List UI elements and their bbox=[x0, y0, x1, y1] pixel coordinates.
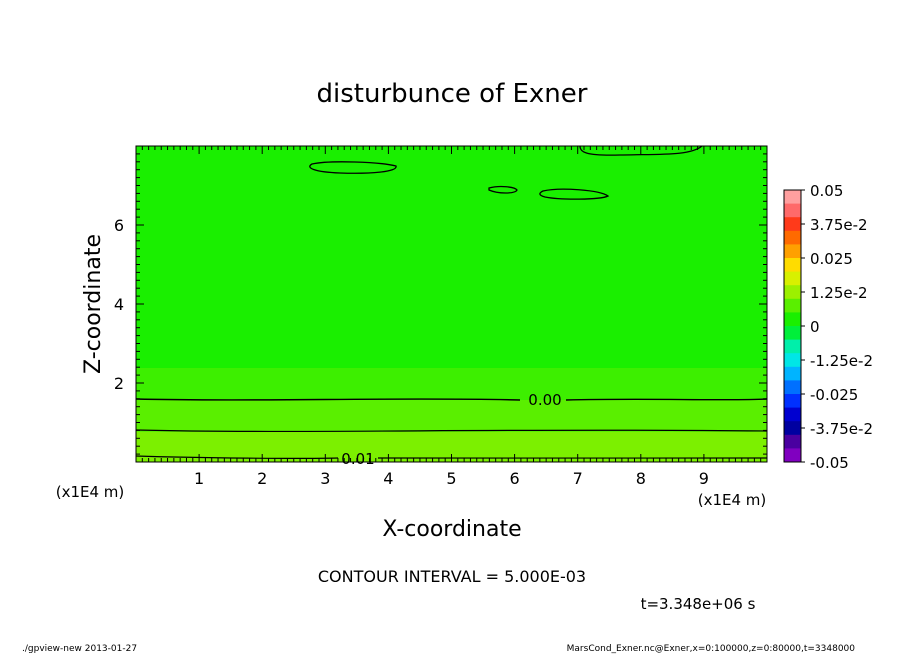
colorbar-label: -3.75e-2 bbox=[810, 420, 873, 438]
colorbar-swatch bbox=[784, 217, 801, 232]
colorbar-label: 3.75e-2 bbox=[810, 216, 868, 234]
colorbar-label: 0.05 bbox=[810, 182, 843, 200]
colorbar-swatch bbox=[784, 271, 801, 286]
field-band-1 bbox=[136, 368, 767, 400]
colorbar-label: -1.25e-2 bbox=[810, 352, 873, 370]
y-axis-label: Z-coordinate bbox=[81, 234, 106, 374]
x-tick-label: 8 bbox=[636, 469, 646, 488]
x-axis-label: X-coordinate bbox=[382, 517, 521, 542]
x-tick-label: 6 bbox=[510, 469, 520, 488]
y-axis-unit: (x1E4 m) bbox=[56, 483, 125, 501]
colorbar-swatch bbox=[784, 380, 801, 395]
chart-title: disturbunce of Exner bbox=[317, 79, 588, 109]
contour-line-low bbox=[135, 455, 768, 459]
colorbar-swatch bbox=[784, 312, 801, 327]
x-tick-label: 5 bbox=[446, 469, 456, 488]
contour-label-low: 0.01 bbox=[341, 450, 374, 468]
colorbar-swatch bbox=[784, 298, 801, 313]
field-band-2 bbox=[136, 400, 767, 432]
contour-line-mid bbox=[135, 429, 768, 433]
x-tick-label: 7 bbox=[573, 469, 583, 488]
footer-left: ./gpview-new 2013-01-27 bbox=[22, 644, 137, 654]
footer-right: MarsCond_Exner.nc@Exner,x=0:100000,z=0:8… bbox=[567, 644, 856, 654]
colorbar-swatch bbox=[784, 434, 801, 449]
x-tick-label: 4 bbox=[383, 469, 393, 488]
x-axis-unit: (x1E4 m) bbox=[698, 491, 767, 509]
y-tick-label: 6 bbox=[114, 216, 124, 235]
axis-ticks bbox=[135, 145, 768, 463]
x-tick-label: 1 bbox=[194, 469, 204, 488]
x-tick-label: 9 bbox=[699, 469, 709, 488]
colorbar-swatch bbox=[784, 258, 801, 273]
x-tick-labels: 1 2 3 4 5 6 7 8 9 bbox=[194, 469, 709, 488]
colorbar-swatch bbox=[784, 326, 801, 341]
contour-closed-1 bbox=[309, 161, 397, 174]
contour-closed-4 bbox=[579, 145, 703, 156]
contour-line-zero bbox=[135, 398, 768, 401]
y-tick-labels: 2 4 6 bbox=[114, 216, 124, 393]
colorbar-label: 0 bbox=[810, 318, 820, 336]
colorbar-swatch bbox=[784, 244, 801, 259]
colorbar-swatch bbox=[784, 353, 801, 368]
contour-interval: CONTOUR INTERVAL = 5.000E-03 bbox=[318, 567, 586, 586]
colorbar-swatch bbox=[784, 448, 801, 463]
colorbar-swatch bbox=[784, 421, 801, 436]
colorbar-label: 1.25e-2 bbox=[810, 284, 868, 302]
time-label: t=3.348e+06 s bbox=[641, 595, 756, 613]
x-tick-label: 3 bbox=[320, 469, 330, 488]
y-tick-label: 2 bbox=[114, 374, 124, 393]
colorbar-swatch bbox=[784, 203, 801, 218]
contour-label-zero: 0.00 bbox=[528, 391, 561, 409]
y-tick-label: 4 bbox=[114, 295, 124, 314]
contour-closed-2 bbox=[488, 185, 518, 194]
colorbar-swatch bbox=[784, 190, 801, 205]
colorbar-swatch bbox=[784, 285, 801, 300]
colorbar-labels: 0.05 3.75e-2 0.025 1.25e-2 0 -1.25e-2 -0.025 -3… bbox=[801, 182, 873, 472]
colorbar-label: 0.025 bbox=[810, 250, 853, 268]
colorbar-swatch bbox=[784, 366, 801, 381]
colorbar-label: -0.025 bbox=[810, 386, 858, 404]
colorbar-swatch bbox=[784, 394, 801, 409]
x-tick-label: 2 bbox=[257, 469, 267, 488]
colorbar-swatch bbox=[784, 230, 801, 245]
colorbar-swatch bbox=[784, 339, 801, 354]
colorbar-swatch bbox=[784, 407, 801, 422]
colorbar-label: -0.05 bbox=[810, 454, 849, 472]
contour-closed-3 bbox=[539, 188, 610, 200]
plot-area: 0.00 0.01 bbox=[135, 145, 768, 468]
colorbar bbox=[783, 189, 802, 463]
